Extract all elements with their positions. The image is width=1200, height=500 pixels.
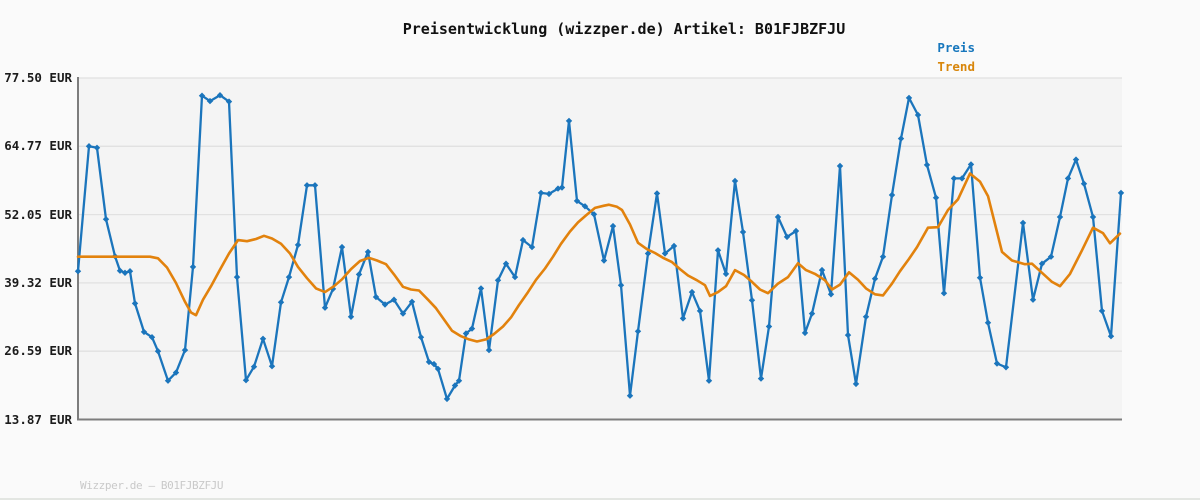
y-tick-label: 39.32 EUR xyxy=(4,274,72,290)
y-tick-label: 64.77 EUR xyxy=(4,138,72,154)
y-tick-label: 77.50 EUR xyxy=(4,70,72,85)
y-tick-label: 26.59 EUR xyxy=(4,343,72,359)
legend-item-trend: Trend xyxy=(937,59,975,74)
chart-title: Preisentwicklung (wizzper.de) Artikel: B… xyxy=(402,20,846,38)
series-line-trend xyxy=(76,172,1122,343)
y-tick-label: 13.87 EUR xyxy=(4,411,72,427)
y-tick-label: 52.05 EUR xyxy=(4,206,72,222)
watermark-text: Wizzper.de — B01FJBZFJU xyxy=(80,479,224,492)
series-line-preis xyxy=(76,94,1123,401)
legend-item-preis: Preis xyxy=(937,40,975,55)
